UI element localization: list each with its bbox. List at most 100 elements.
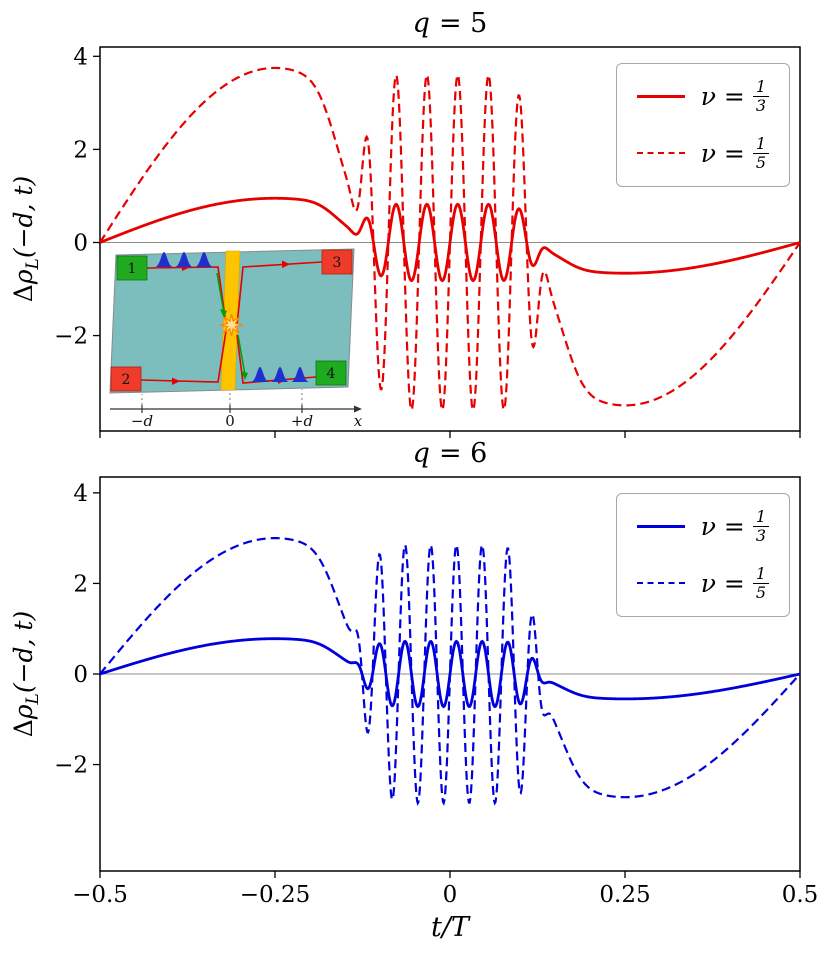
y-axis-label-text: ΔρL(−d, t) (9, 611, 43, 737)
title-value: = 6 (438, 438, 488, 469)
legend-line-dashed (636, 582, 685, 585)
tunneling-star-icon (220, 313, 243, 337)
legend-label: ν = 1 3 (701, 78, 769, 115)
series-q5-nu-1-3 (99, 196, 801, 283)
edge-channel-top-left (146, 266, 226, 318)
edge-channel-bottom-right (236, 334, 317, 384)
hall-bar-inset: 1 2 3 4 −d 0 +d x (106, 247, 364, 430)
fraction-numerator: 1 (752, 134, 769, 154)
contact-1-label: 1 (128, 261, 137, 277)
x-tick-label: −0.25 (240, 882, 310, 908)
x-tick-label: 0.25 (599, 882, 650, 908)
y-tick-label: −2 (54, 324, 88, 350)
wave-packet (291, 367, 309, 382)
x-axis-label: t/T (431, 912, 469, 943)
inner-channel-right (237, 334, 246, 376)
y-tick-label: −2 (54, 753, 88, 779)
series-q6-nu-1-5 (99, 537, 801, 807)
fraction-denominator: 5 (755, 582, 766, 602)
nu-symbol: ν = (700, 81, 745, 111)
x-tick-label: 0.5 (782, 882, 819, 908)
legend-label: ν = 1 3 (701, 508, 769, 545)
plot-area-q6: −0.5 −0.25 0 0.25 0.5 −2 0 2 4 (54, 476, 818, 908)
fraction-denominator: 3 (755, 95, 766, 115)
contact-2 (110, 366, 142, 392)
fraction-denominator: 5 (755, 152, 766, 172)
contact-3-label: 3 (333, 255, 342, 271)
delta-symbol: Δ (9, 719, 38, 738)
x-tick-label: −0.5 (72, 882, 128, 908)
rho-symbol: ρ (9, 704, 38, 720)
edge-arrow-icon (282, 260, 290, 268)
fraction-numerator: 1 (752, 78, 769, 97)
plot-panel-q6: −0.5 −0.25 0 0.25 0.5 −2 0 2 4 ν = 1 3 ν = 1 5 (54, 476, 818, 908)
wave-packet (155, 252, 173, 267)
rho-symbol: ρ (9, 269, 38, 285)
legend-entry-nu-1-5: ν = 1 5 (636, 564, 769, 602)
legend-line-solid (636, 94, 685, 98)
edge-arrow-icon (172, 377, 180, 385)
delta-symbol: Δ (9, 284, 38, 303)
wave-packet (271, 367, 289, 382)
legend-label: ν = 1 5 (700, 564, 769, 602)
legend-entry-nu-1-3: ν = 1 3 (636, 508, 769, 545)
contact-2-label: 2 (122, 372, 131, 388)
plot-area-q5: −2 0 2 4 (54, 44, 801, 438)
inner-arrow-icon (241, 371, 248, 380)
wave-packet (195, 252, 213, 267)
title-value: = 5 (438, 8, 488, 39)
nu-symbol: ν = (700, 568, 745, 598)
y-tick-label: 2 (73, 571, 88, 597)
y-tick-label: 4 (73, 481, 88, 507)
series-q5-nu-1-5 (99, 66, 801, 413)
ylabel-arguments: (−d, t) (9, 610, 38, 694)
inset-axis-variable: x (354, 412, 363, 429)
fraction-numerator: 1 (752, 564, 769, 584)
nu-symbol: ν = (700, 138, 745, 168)
plot-panel-q5: −2 0 2 4 ν = 1 3 ν = 1 5 (54, 44, 801, 438)
y-tick-label: 2 (73, 137, 88, 163)
subscript-L: L (23, 258, 43, 270)
legend-line-dashed (636, 152, 685, 155)
panel-title-q6: q = 6 (100, 438, 800, 469)
x-tick-label: 0 (443, 882, 458, 908)
inset-tick-label-zero: 0 (225, 412, 235, 429)
y-tick-label: 4 (73, 44, 88, 70)
legend-line-solid (636, 524, 685, 528)
edge-channel-top-right (236, 261, 323, 326)
y-tick-label: 0 (73, 662, 88, 688)
y-axis-label-q6: ΔρL(−d, t) (4, 477, 48, 871)
inner-channel-left (216, 272, 225, 314)
legend-q5: ν = 1 3 ν = 1 5 (615, 63, 790, 187)
legend-q6: ν = 1 3 ν = 1 5 (615, 493, 790, 617)
title-variable: q (412, 8, 430, 39)
axes-frame (99, 46, 801, 432)
legend-label: ν = 1 5 (700, 134, 769, 172)
contact-1 (116, 255, 148, 281)
inner-arrow-icon (220, 309, 227, 318)
inset-axis-arrow-icon (354, 405, 362, 413)
title-variable: q (412, 438, 430, 469)
inset-tick-label-plus-d: +d (291, 412, 313, 429)
legend-entry-nu-1-3: ν = 1 3 (636, 78, 769, 115)
ylabel-arguments: (−d, t) (9, 175, 38, 259)
legend-entry-nu-1-5: ν = 1 5 (636, 134, 769, 172)
hall-bar-drawing: 1 2 3 4 −d 0 +d x (109, 248, 363, 430)
contact-4 (315, 360, 347, 386)
fraction-numerator: 1 (752, 508, 769, 527)
y-axis-label-text: ΔρL(−d, t) (9, 176, 43, 302)
contact-3 (321, 249, 353, 275)
edge-channel-bottom-left (140, 330, 227, 383)
fraction-denominator: 3 (755, 525, 766, 545)
inset-tick-label-minus-d: −d (131, 412, 153, 429)
wave-packet (251, 367, 269, 382)
contact-4-label: 4 (327, 366, 336, 382)
wave-packet (175, 252, 193, 267)
nu-symbol: ν = (700, 511, 745, 541)
y-axis-label-q5: ΔρL(−d, t) (4, 47, 48, 431)
